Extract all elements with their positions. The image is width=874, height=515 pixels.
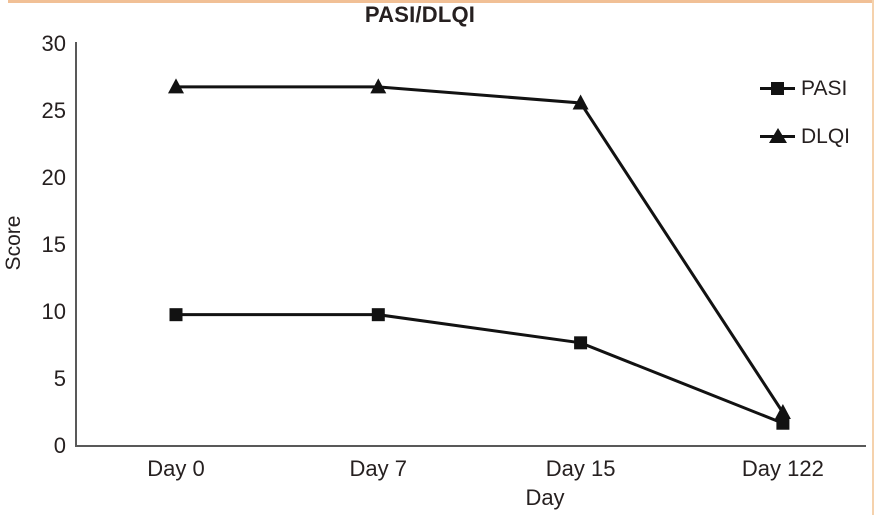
legend: PASI DLQI <box>758 74 868 170</box>
x-tick-label: Day 7 <box>349 456 408 481</box>
pasi-point-marker <box>169 308 183 322</box>
x-tick-label: Day 122 <box>741 456 824 481</box>
right-border <box>872 0 874 515</box>
x-axis-title: Day <box>525 485 565 510</box>
y-tick-label: 20 <box>41 165 66 190</box>
dlqi-point-marker <box>370 78 387 94</box>
triangle-marker-icon <box>769 128 787 143</box>
y-axis-title: Score <box>2 215 25 271</box>
y-tick-label: 15 <box>41 232 66 257</box>
x-tick-label: Day 15 <box>545 456 616 481</box>
legend-label: DLQI <box>801 125 851 148</box>
pasi-point-marker <box>574 336 588 350</box>
chart-title: PASI/DLQI <box>364 2 476 27</box>
legend-entry-pasi: PASI <box>758 74 868 104</box>
legend-label: PASI <box>801 77 848 100</box>
y-tick-label: 5 <box>53 366 66 391</box>
top-border <box>8 0 874 3</box>
y-tick-label: 10 <box>41 299 66 324</box>
x-tick-label: Day 0 <box>147 456 205 481</box>
y-tick-label: 30 <box>41 31 66 56</box>
dlqi-point-marker <box>774 404 791 419</box>
square-marker-icon <box>771 82 784 95</box>
pasi-line <box>176 313 784 425</box>
y-tick-label: 0 <box>53 433 66 458</box>
pasi-point-marker <box>776 416 790 430</box>
y-tick-label: 25 <box>41 98 66 123</box>
dlqi-line <box>176 85 785 414</box>
legend-entry-dlqi: DLQI <box>758 122 868 152</box>
dlqi-point-marker <box>168 78 184 94</box>
dlqi-point-marker <box>572 94 589 110</box>
pasi-point-marker <box>371 308 385 322</box>
